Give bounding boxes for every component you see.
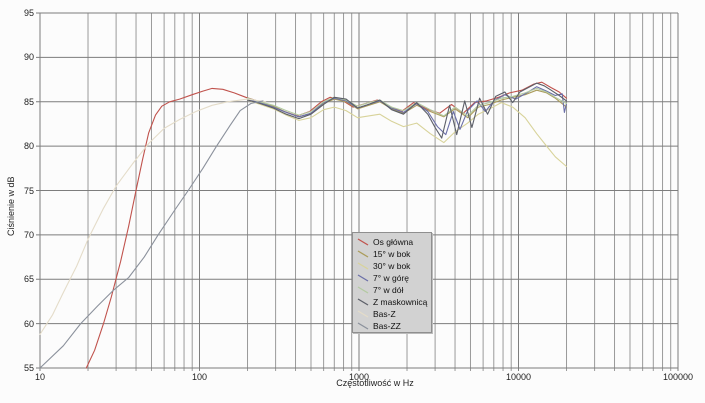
legend-item-label: Z maskownicą bbox=[373, 297, 428, 307]
legend-item-7-w-d: 7° w dół bbox=[357, 284, 431, 296]
legend-item-30-w-bok: 30° w bok bbox=[357, 260, 431, 272]
curve-7-w-g-r bbox=[246, 86, 568, 136]
legend-item-z-maskownic: Z maskownicą bbox=[357, 296, 431, 308]
x-tick-label: 10000 bbox=[505, 372, 532, 382]
curve-os-g-wna bbox=[85, 81, 568, 369]
legend-item-os-g-wna: Os główna bbox=[357, 236, 431, 248]
legend-item-label: Bas-ZZ bbox=[373, 321, 401, 331]
curve-bas-zz bbox=[39, 100, 264, 369]
legend-item-bas-zz: Bas-ZZ bbox=[357, 320, 431, 332]
y-tick-label: 65 bbox=[23, 274, 34, 285]
curve-30-w-bok bbox=[246, 99, 568, 168]
x-tick-label: 100000 bbox=[662, 372, 694, 382]
legend-marker-icon bbox=[357, 238, 369, 246]
legend-item-label: 30° w bok bbox=[373, 261, 411, 271]
legend-marker-icon bbox=[357, 274, 369, 282]
legend-item-label: Bas-Z bbox=[373, 309, 396, 319]
legend-marker-icon bbox=[357, 298, 369, 306]
legend-marker-icon bbox=[357, 310, 369, 318]
legend-item-15-w-bok: 15° w bok bbox=[357, 248, 431, 260]
curve-bas-z bbox=[39, 98, 267, 335]
y-axis-title: Ciśnienie w dB bbox=[6, 176, 16, 236]
y-tick-label: 90 bbox=[23, 52, 34, 63]
y-tick-label: 85 bbox=[23, 96, 34, 107]
legend-marker-icon bbox=[357, 250, 369, 258]
y-tick-label: 75 bbox=[23, 185, 34, 196]
legend-item-bas-z: Bas-Z bbox=[357, 308, 431, 320]
y-tick-label: 95 bbox=[23, 8, 34, 18]
x-tick-label: 100 bbox=[191, 372, 208, 382]
curve-z-maskownic bbox=[246, 82, 568, 139]
curve-7-w-d bbox=[246, 87, 568, 117]
y-tick-label: 70 bbox=[23, 229, 34, 240]
legend-item-label: 7° w dół bbox=[373, 285, 404, 295]
legend-marker-icon bbox=[357, 262, 369, 270]
legend-item-label: 7° w górę bbox=[373, 273, 410, 283]
legend-item-label: Os główna bbox=[373, 237, 414, 247]
legend: Os główna 15° w bok 30° w bok 7° w górę 7° w… bbox=[352, 232, 432, 333]
legend-item-7-w-g-r: 7° w górę bbox=[357, 272, 431, 284]
legend-marker-icon bbox=[357, 322, 369, 330]
y-tick-label: 55 bbox=[23, 363, 34, 373]
y-tick-label: 60 bbox=[23, 318, 34, 329]
x-axis-title: Częstotliwość w Hz bbox=[336, 378, 414, 388]
legend-marker-icon bbox=[357, 286, 369, 294]
y-tick-label: 80 bbox=[23, 141, 34, 152]
legend-item-label: 15° w bok bbox=[373, 249, 411, 259]
x-tick-label: 10 bbox=[34, 372, 46, 382]
x-tick-label: 1000 bbox=[348, 372, 370, 382]
